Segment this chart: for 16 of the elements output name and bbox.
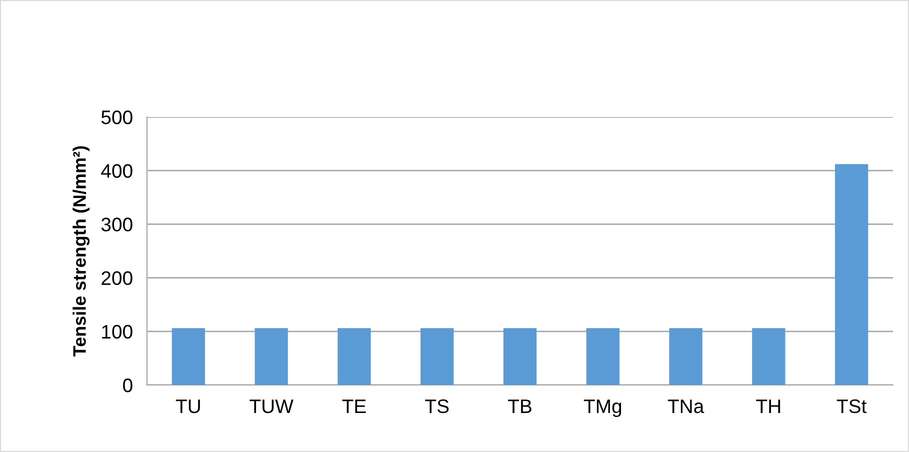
x-tick-label: TH [756, 400, 780, 413]
x-tick-label: TS [425, 399, 449, 414]
x-tick-label: TB [508, 400, 532, 413]
y-tick-label: 100 [102, 324, 132, 339]
x-tick-label: TNa [668, 400, 704, 414]
y-tick-label: 400 [101, 164, 132, 178]
y-tick-label: 300 [101, 218, 132, 232]
x-tick-label: TE [342, 400, 366, 413]
y-tick-label: 0 [123, 378, 132, 392]
x-tick-label: TU [176, 400, 200, 414]
x-tick-label: TUW [250, 400, 294, 414]
y-tick-label: 500 [101, 110, 132, 124]
x-tick-label: TSt [836, 399, 867, 414]
y-tick-label: 200 [102, 271, 132, 286]
x-tick-label: TMg [584, 400, 622, 418]
y-axis-title: Tensile strength (N/mm²) [72, 146, 90, 356]
